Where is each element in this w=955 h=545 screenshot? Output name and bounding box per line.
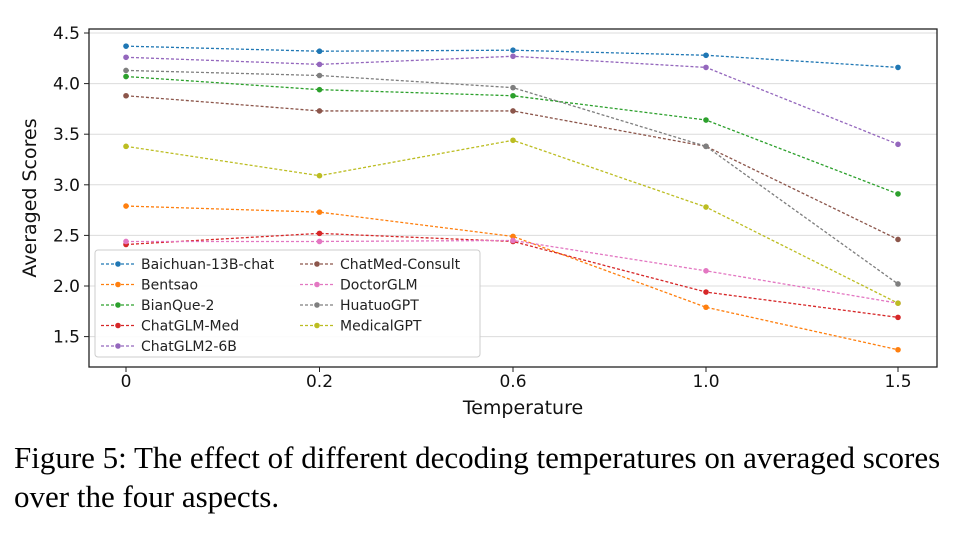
x-tick-label: 0.2 [306, 372, 333, 392]
x-axis-ticks: 0 0.2 0.6 1.0 1.5 [121, 367, 912, 392]
data-point [895, 346, 901, 353]
data-point [703, 204, 709, 210]
y-tick-label: 2.5 [53, 226, 80, 246]
series-chatmed-consult [123, 92, 901, 243]
data-point [316, 61, 323, 68]
legend: Baichuan-13B-chat Bentsao BianQue-2 ChatGLM… [94, 249, 481, 358]
series-chatglm2-6b [123, 53, 901, 148]
data-point [510, 53, 516, 60]
data-point [510, 47, 516, 54]
legend-item: Baichuan-13B-chat [101, 257, 275, 273]
data-point [703, 268, 709, 274]
x-axis-label: Temperature [462, 397, 583, 419]
legend-marker [115, 343, 121, 349]
series-baichuan-13b-chat [123, 43, 901, 71]
series-bianque-2 [123, 73, 901, 197]
data-point [123, 143, 129, 150]
data-point [123, 73, 129, 80]
data-point [316, 230, 323, 237]
series-lines [123, 43, 901, 353]
x-tick-label: 1.0 [692, 372, 719, 392]
legend-label: Bentsao [141, 278, 198, 294]
legend-item: ChatGLM-Med [101, 319, 239, 335]
data-point [703, 289, 709, 295]
y-axis-ticks: 1.5 2.0 2.5 3.0 3.5 4.0 4.5 [53, 24, 89, 348]
legend-marker [314, 281, 320, 288]
data-point [123, 238, 129, 245]
y-tick-label: 4.5 [53, 24, 80, 44]
legend-marker [314, 322, 320, 329]
data-point [703, 117, 709, 123]
y-tick-label: 3.5 [53, 125, 80, 145]
legend-label: ChatGLM2-6B [141, 339, 237, 355]
legend-label: Baichuan-13B-chat [141, 257, 275, 273]
data-point [123, 43, 129, 49]
data-point [703, 64, 709, 71]
legend-label: BianQue-2 [141, 298, 214, 314]
x-tick-label: 1.5 [884, 372, 911, 392]
legend-item: HuatuoGPT [300, 298, 419, 314]
legend-item: DoctorGLM [300, 278, 418, 294]
legend-marker [115, 281, 121, 288]
legend-marker [115, 322, 121, 329]
legend-item: ChatMed-Consult [300, 257, 461, 273]
data-point [703, 52, 709, 59]
data-point [510, 137, 516, 144]
data-point [316, 172, 323, 179]
legend-marker [314, 261, 320, 267]
legend-item: BianQue-2 [101, 298, 214, 314]
legend-label: MedicalGPT [340, 319, 422, 335]
data-point [123, 203, 129, 209]
data-point [510, 108, 516, 114]
x-tick-label: 0 [121, 372, 132, 392]
legend-marker [115, 261, 121, 267]
legend-label: HuatuoGPT [340, 298, 419, 314]
series-bentsao [123, 203, 901, 353]
y-tick-label: 1.5 [53, 328, 80, 348]
series-line [125, 55, 899, 145]
y-axis-label: Averaged Scores [19, 118, 41, 277]
legend-item: ChatGLM2-6B [101, 339, 237, 355]
data-point [510, 233, 516, 240]
data-point [123, 54, 129, 61]
data-point [895, 314, 901, 321]
data-point [895, 281, 901, 287]
legend-label: DoctorGLM [340, 278, 418, 294]
data-point [895, 141, 901, 148]
data-point [895, 300, 901, 307]
y-tick-label: 3.0 [53, 176, 80, 196]
data-point [316, 48, 323, 55]
legend-label: ChatMed-Consult [340, 257, 461, 273]
legend-label: ChatGLM-Med [141, 319, 239, 335]
legend-marker [314, 302, 320, 308]
data-point [703, 143, 709, 150]
data-point [895, 191, 901, 197]
legend-item: Bentsao [101, 278, 198, 294]
data-point [316, 72, 323, 79]
line-chart: 1.5 2.0 2.5 3.0 3.5 4.0 4.5 0 0.2 0.6 1.0 1.5 Temp… [19, 24, 938, 419]
legend-marker [115, 302, 121, 308]
data-point [703, 304, 709, 311]
data-point [316, 86, 323, 93]
y-tick-label: 4.0 [53, 75, 80, 95]
data-point [895, 236, 901, 243]
series-medicalgpt [123, 137, 901, 307]
legend-item: MedicalGPT [300, 319, 422, 335]
data-point [123, 92, 129, 99]
x-tick-label: 0.6 [499, 372, 526, 392]
data-point [510, 84, 516, 91]
legend-box [94, 249, 481, 358]
figure-caption: Figure 5: The effect of different decodi… [14, 440, 941, 514]
data-point [316, 108, 323, 114]
data-point [316, 209, 323, 215]
data-point [510, 237, 516, 244]
data-point [510, 92, 516, 99]
y-tick-label: 2.0 [53, 277, 80, 297]
data-point [316, 238, 323, 245]
data-point [895, 64, 901, 71]
series-huatuogpt [123, 67, 901, 287]
series-line [125, 95, 899, 241]
data-point [123, 67, 129, 74]
